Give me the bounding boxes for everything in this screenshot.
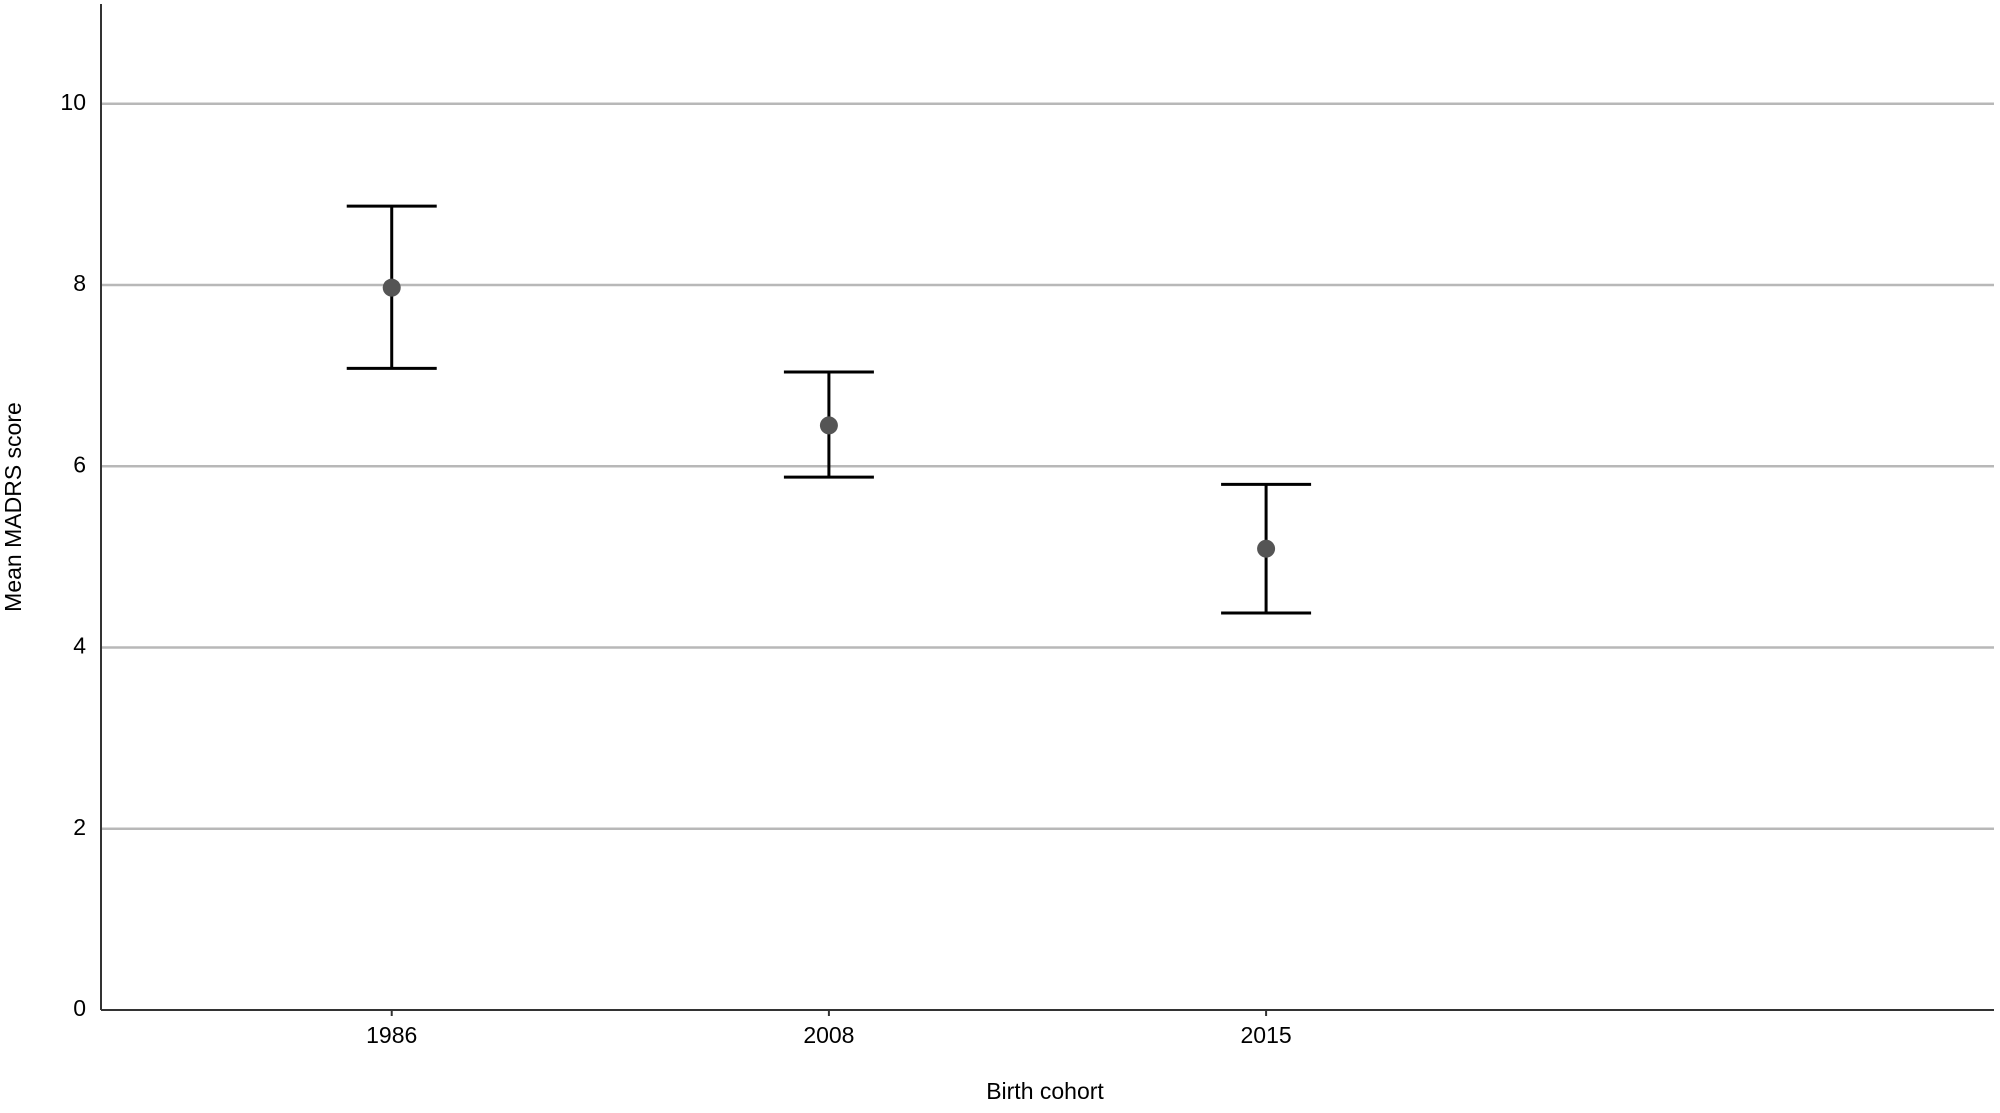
mean-point (819, 416, 838, 435)
y-tick-label: 8 (73, 270, 86, 296)
y-tick-label: 0 (73, 995, 86, 1021)
x-axis-title: Birth cohort (986, 1078, 1104, 1104)
x-tick-label: 1986 (366, 1022, 417, 1048)
x-tick-label: 2015 (1241, 1022, 1292, 1048)
mean-point (1257, 539, 1276, 558)
x-tick-label: 2008 (803, 1022, 854, 1048)
y-tick-label: 4 (73, 633, 86, 659)
y-tick-label: 10 (60, 89, 86, 115)
y-axis-title: Mean MADRS score (0, 402, 26, 612)
y-tick-label: 6 (73, 451, 86, 477)
mean-point (382, 278, 401, 297)
y-tick-label: 2 (73, 814, 86, 840)
